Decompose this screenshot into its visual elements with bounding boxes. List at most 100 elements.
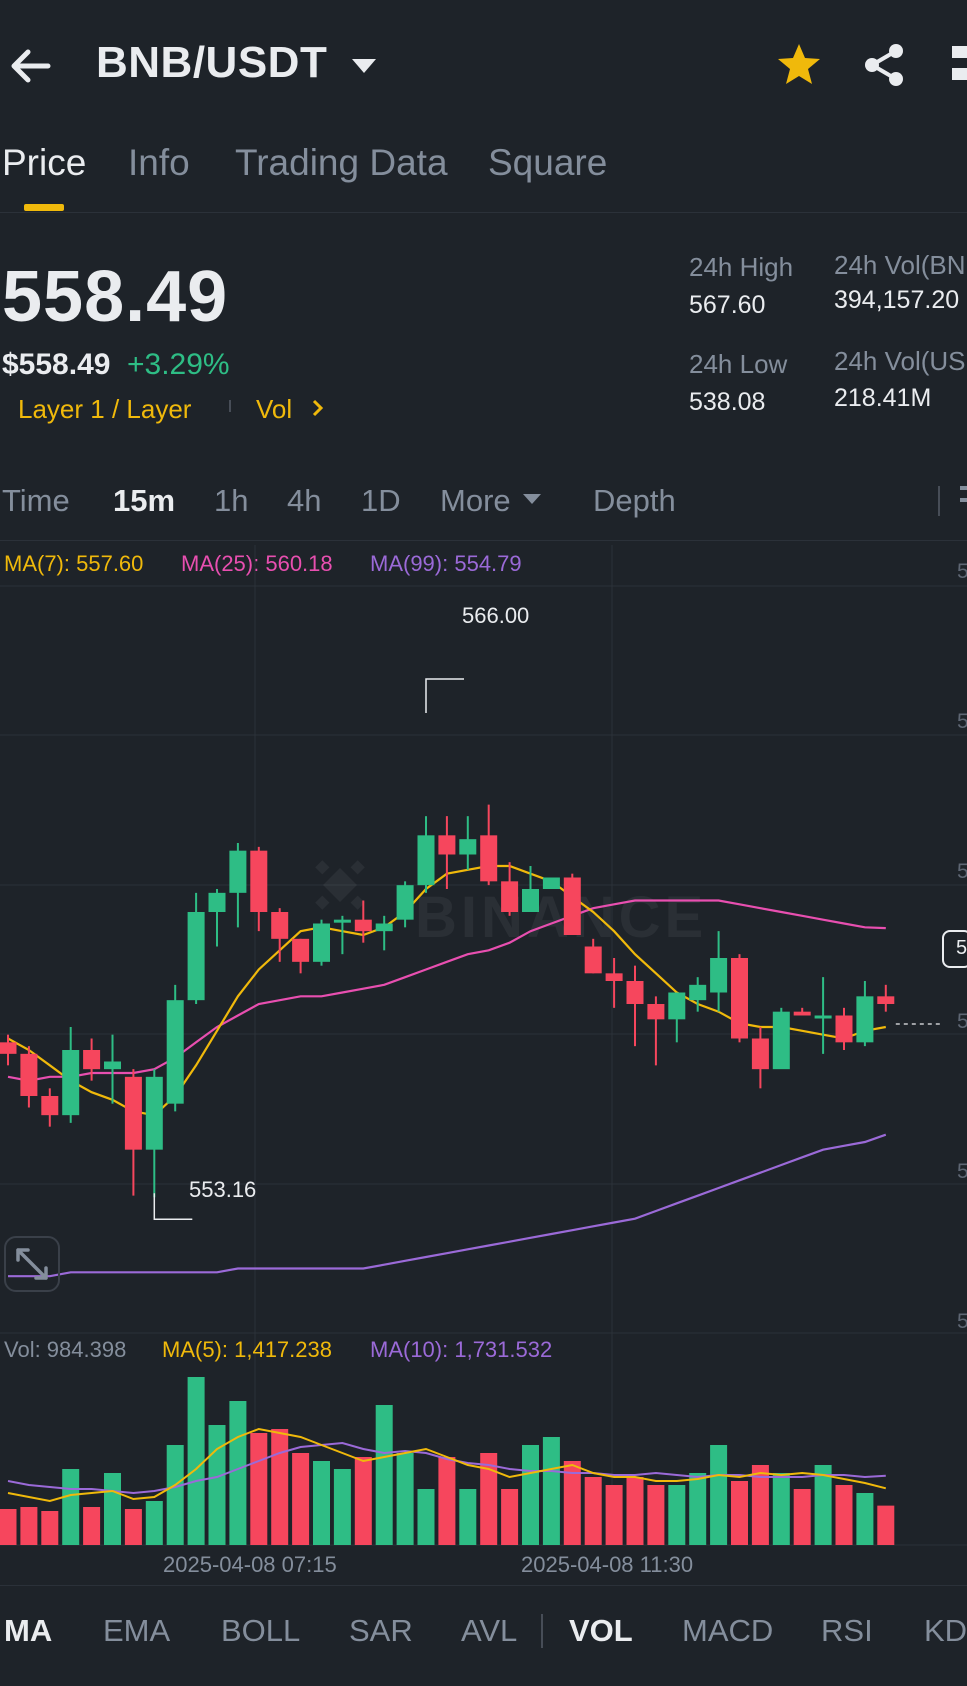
stat-24h-high-value: 567.60 <box>689 291 766 319</box>
volume-bar <box>396 1453 414 1545</box>
depth-tab[interactable]: Depth <box>593 483 676 518</box>
candle-body <box>396 885 414 920</box>
candle-body <box>584 946 602 974</box>
interval-time[interactable]: Time <box>2 483 70 518</box>
candle-body <box>145 1076 163 1150</box>
candle <box>229 843 247 928</box>
candle-body <box>605 973 623 981</box>
volume-bar <box>731 1481 748 1545</box>
volume-bar <box>208 1425 226 1545</box>
tab-trading-data[interactable]: Trading Data <box>235 142 448 183</box>
vol-legend: Vol: 984.398 <box>4 1337 127 1362</box>
indicator-kdj[interactable]: KDJ <box>924 1613 967 1648</box>
candle-body <box>751 1038 769 1070</box>
volume-bar <box>501 1489 519 1545</box>
candle-body <box>166 1000 184 1104</box>
stat-24h-vol-usdt-label: 24h Vol(USDT) <box>834 346 967 376</box>
high-marker-label: 566.00 <box>462 603 530 628</box>
volume-bar <box>375 1405 393 1545</box>
price-axis-tick: 5 <box>957 560 967 583</box>
price-change-percent: +3.29% <box>127 348 230 381</box>
candle-body <box>333 919 351 923</box>
price-axis-tick: 5 <box>957 860 967 883</box>
stat-24h-high-label: 24h High <box>689 252 794 282</box>
interval-1d[interactable]: 1D <box>361 483 401 518</box>
candle <box>271 908 289 962</box>
last-price: 558.49 <box>2 257 229 337</box>
expand-icon[interactable] <box>4 1236 60 1292</box>
star-icon[interactable] <box>776 42 822 88</box>
candle-body <box>835 1015 853 1043</box>
candle-body <box>292 938 310 962</box>
candle <box>20 1046 38 1108</box>
volume-bar <box>62 1469 80 1545</box>
candle-body <box>124 1076 142 1150</box>
candle <box>772 1007 790 1070</box>
divider <box>0 1585 967 1586</box>
vol-ma5-legend: MA(5): 1,417.238 <box>162 1337 332 1362</box>
stat-24h-vol-usdt-value: 218.41M <box>834 384 932 412</box>
stat-24h-low-label: 24h Low <box>689 349 788 379</box>
vol-ma5-line <box>7 1427 887 1503</box>
volume-bar <box>0 1509 17 1545</box>
volume-bar <box>605 1485 623 1545</box>
candle <box>877 984 895 1012</box>
price-axis-tick: 5 <box>957 1160 967 1183</box>
candle-body <box>271 912 289 939</box>
interval-15m[interactable]: 15m <box>113 483 176 518</box>
volume-bar <box>417 1489 435 1545</box>
volume-bar <box>542 1437 560 1545</box>
volume-bar <box>814 1465 832 1545</box>
indicator-sar[interactable]: SAR <box>349 1613 413 1648</box>
candle <box>814 977 832 1054</box>
volume-bar <box>563 1461 581 1545</box>
candle <box>710 931 728 1012</box>
candle <box>856 981 874 1047</box>
candle-body <box>104 1061 121 1070</box>
candle-body <box>0 1042 17 1054</box>
more-menu-icon[interactable] <box>950 46 967 86</box>
caret-down-icon[interactable] <box>350 56 378 76</box>
volume-bar <box>292 1453 310 1545</box>
category-tag[interactable]: Layer 1 / Layer <box>18 394 192 424</box>
candle <box>62 1027 80 1123</box>
indicator-boll[interactable]: BOLL <box>221 1613 301 1648</box>
chevron-right-icon[interactable] <box>310 396 326 420</box>
indicator-avl[interactable]: AVL <box>461 1613 518 1648</box>
share-icon[interactable] <box>862 42 906 88</box>
candle <box>751 1027 769 1089</box>
interval-more[interactable]: More <box>440 483 511 518</box>
interval-1h[interactable]: 1h <box>214 483 249 518</box>
volume-bar <box>145 1501 163 1545</box>
interval-4h[interactable]: 4h <box>287 483 322 518</box>
tab-info[interactable]: Info <box>128 142 190 183</box>
candle-body <box>20 1053 38 1096</box>
candle <box>480 804 498 886</box>
trading-pair-title[interactable]: BNB/USDT <box>96 38 328 87</box>
volume-bar <box>772 1473 790 1545</box>
candle-body <box>814 1015 832 1019</box>
tab-price[interactable]: Price <box>2 142 87 183</box>
candlestick-chart[interactable]: BINANCE <box>0 540 967 1585</box>
candle-body <box>480 835 498 882</box>
vol-tag[interactable]: Vol <box>256 394 293 424</box>
candle-body <box>187 912 205 1001</box>
candle <box>208 889 226 947</box>
tab-square[interactable]: Square <box>488 142 608 183</box>
candle-body <box>354 919 372 932</box>
usd-price: $558.49 <box>2 348 111 381</box>
candle <box>313 919 330 966</box>
indicator-ema[interactable]: EMA <box>103 1613 171 1648</box>
indicator-rsi[interactable]: RSI <box>821 1613 873 1648</box>
arrow-left-icon[interactable] <box>8 46 52 86</box>
volume-bar <box>438 1457 456 1545</box>
low-marker-label: 553.16 <box>189 1177 257 1202</box>
caret-down-icon[interactable] <box>522 492 542 506</box>
settings-icon[interactable] <box>958 484 967 518</box>
indicator-macd[interactable]: MACD <box>682 1613 774 1648</box>
indicator-ma[interactable]: MA <box>4 1613 53 1648</box>
indicator-vol[interactable]: VOL <box>569 1613 633 1648</box>
chart-grid <box>0 545 967 1546</box>
candle-body <box>250 850 268 912</box>
interval-separator <box>938 486 940 516</box>
